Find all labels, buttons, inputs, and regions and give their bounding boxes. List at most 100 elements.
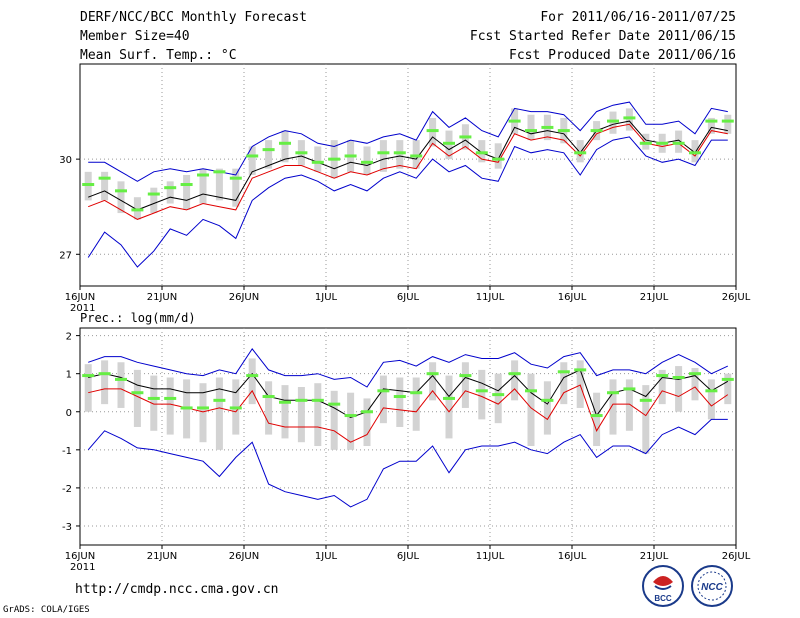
- temp-box: [494, 143, 502, 169]
- member-size: Member Size=40: [80, 29, 190, 44]
- temp-box: [166, 181, 174, 204]
- prec-box: [281, 385, 289, 439]
- temp-median-mark: [262, 148, 275, 152]
- temp-xtick-label: 11JUL: [476, 292, 505, 303]
- temp-box: [707, 117, 715, 134]
- prec-median-mark: [377, 389, 390, 393]
- prec-ytick-label: -3: [62, 522, 72, 533]
- temp-median-mark: [443, 141, 455, 145]
- prec-median-mark: [574, 368, 587, 372]
- temp-box: [396, 140, 404, 169]
- prec-box: [642, 385, 650, 454]
- temp-median-mark: [131, 208, 144, 212]
- prec-box: [412, 377, 420, 431]
- temp-ytick-label: 27: [59, 250, 72, 261]
- prec-box: [248, 358, 256, 405]
- prec-xtick-label: 11JUL: [476, 551, 505, 562]
- variable-label: Mean Surf. Temp.: °C: [80, 48, 237, 63]
- prec-xtick-label: 21JUL: [640, 551, 669, 562]
- prec-box: [347, 392, 355, 450]
- temp-xtick-label: 16JUN: [65, 292, 95, 303]
- prec-median-mark: [525, 389, 537, 393]
- prec-box: [166, 377, 174, 435]
- prec-box: [133, 369, 141, 427]
- prec-median-mark: [147, 396, 160, 400]
- temp-median-mark: [508, 119, 521, 123]
- prec-box: [117, 362, 125, 408]
- prec-box: [445, 375, 453, 439]
- prec-box: [511, 360, 519, 401]
- temp-box: [691, 140, 699, 163]
- temp-median-mark: [639, 141, 652, 145]
- temp-box: [101, 171, 109, 201]
- forecast-period: For 2011/06/16-2011/07/25: [540, 10, 736, 25]
- prec-box: [101, 360, 109, 405]
- temp-box: [248, 146, 256, 175]
- prec-xtick-label: 16JUN: [65, 551, 95, 562]
- prec-median-mark: [705, 389, 718, 393]
- temp-box: [84, 171, 92, 201]
- temp-median-mark: [115, 189, 127, 193]
- prec-median-mark: [492, 393, 505, 397]
- temp-median-mark: [525, 129, 537, 133]
- prec-box: [297, 387, 305, 443]
- start-date: Fcst Started Refer Date 2011/06/15: [469, 29, 736, 44]
- temp-median-mark: [279, 141, 291, 145]
- produced-date: Fcst Produced Date 2011/06/16: [509, 48, 736, 63]
- prec-xtick-label: 26JUN: [229, 551, 259, 562]
- prec-median-mark: [180, 406, 193, 410]
- temp-median-mark: [295, 151, 308, 155]
- prec-box: [478, 369, 486, 420]
- prec-box: [461, 362, 469, 408]
- prec-median-mark: [623, 387, 636, 391]
- prec-min-line: [87, 418, 728, 508]
- temp-box: [675, 130, 683, 153]
- temp-control-line: [88, 123, 728, 220]
- prec-box: [379, 375, 387, 424]
- prec-median-mark: [328, 402, 341, 406]
- prec-box: [707, 379, 715, 420]
- prec-box: [314, 383, 322, 447]
- prec-box: [560, 362, 568, 405]
- prec-median-mark: [82, 374, 95, 378]
- temp-median-mark: [721, 119, 734, 123]
- temp-median-mark: [607, 119, 619, 123]
- temp-box: [232, 168, 240, 207]
- temp-mean-line: [88, 120, 728, 211]
- prec-box: [150, 375, 158, 431]
- chart-title: DERF/NCC/BCC Monthly Forecast: [80, 10, 307, 25]
- temp-xtick-label: 16JUL: [558, 292, 587, 303]
- temp-median-mark: [459, 135, 472, 139]
- temp-box: [527, 114, 535, 141]
- prec-xtick-label: 26JUL: [722, 551, 751, 562]
- prec-box: [609, 379, 617, 435]
- temp-xtick-label: 6JUL: [397, 292, 420, 303]
- temp-median-mark: [361, 160, 373, 164]
- temp-median-mark: [98, 176, 111, 180]
- footer-url[interactable]: http://cmdp.ncc.cma.gov.cn: [75, 582, 279, 597]
- prec-median-mark: [197, 406, 209, 410]
- prec-median-mark: [557, 370, 570, 374]
- temp-median-mark: [164, 186, 177, 190]
- prec-median-mark: [410, 391, 423, 395]
- temp-median-mark: [590, 129, 603, 133]
- temp-box: [379, 140, 387, 172]
- temp-median-mark: [574, 151, 587, 155]
- temp-median-mark: [492, 157, 505, 161]
- prec-box: [429, 362, 437, 401]
- temp-median-mark: [82, 183, 95, 187]
- prec-median-mark: [295, 398, 308, 402]
- temp-median-mark: [229, 176, 242, 180]
- temp-median-mark: [426, 129, 439, 133]
- prec-median-mark: [721, 377, 734, 381]
- temp-median-mark: [246, 154, 259, 158]
- prec-box: [396, 377, 404, 427]
- temp-box: [363, 146, 371, 175]
- temp-median-mark: [147, 192, 160, 196]
- temp-xtick-label: 1JUL: [315, 292, 338, 303]
- temp-box: [281, 130, 289, 163]
- temp-box: [576, 140, 584, 163]
- prec-median-mark: [164, 396, 177, 400]
- temp-median-mark: [705, 119, 718, 123]
- temp-median-mark: [689, 151, 701, 155]
